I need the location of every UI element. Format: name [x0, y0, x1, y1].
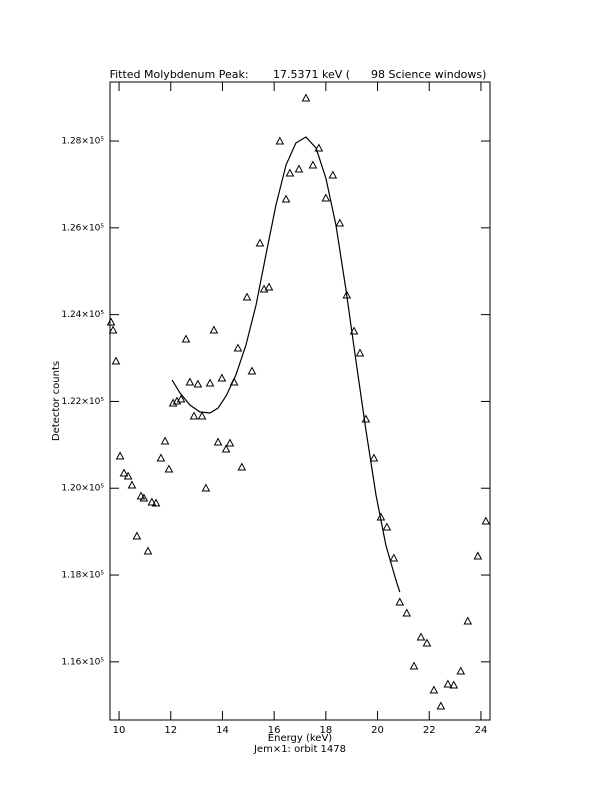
data-point: [335, 218, 345, 227]
data-point: [185, 377, 195, 386]
y-tick-label: 1.18×10⁵: [61, 571, 104, 581]
x-tick-label: 24: [475, 725, 488, 736]
data-point: [285, 168, 295, 177]
data-point: [221, 444, 231, 453]
data-point: [395, 597, 405, 606]
data-point: [106, 317, 116, 326]
data-point: [242, 292, 252, 301]
y-tick-label: 1.20×10⁵: [61, 484, 104, 494]
data-point: [255, 238, 265, 247]
data-point: [156, 453, 166, 462]
data-point: [205, 378, 215, 387]
data-point: [139, 493, 149, 502]
data-point: [301, 93, 311, 102]
data-point: [127, 480, 137, 489]
data-point: [168, 398, 178, 407]
fit-line: [171, 136, 401, 593]
data-point: [281, 194, 291, 203]
data-point: [217, 373, 227, 382]
data-point: [225, 438, 235, 447]
data-point: [233, 343, 243, 352]
x-tick-label: 20: [371, 725, 384, 736]
data-point: [422, 638, 432, 647]
data-point: [123, 471, 133, 480]
chart-title: Fitted Molybdenum Peak: 17.5371 keV ( 98…: [110, 68, 487, 81]
data-point: [247, 366, 257, 375]
data-point: [436, 701, 446, 710]
data-point: [115, 451, 125, 460]
plot-frame: [109, 81, 491, 721]
data-point: [449, 680, 459, 689]
data-point: [237, 462, 247, 471]
y-tick-label: 1.22×10⁵: [61, 397, 104, 407]
x-tick-label: 10: [113, 725, 126, 736]
data-point: [409, 661, 419, 670]
data-point: [264, 282, 274, 291]
data-point: [143, 546, 153, 555]
subtitle: Jem×1: orbit 1478: [253, 744, 346, 755]
data-point: [181, 334, 191, 343]
data-point: [119, 468, 129, 477]
data-point: [193, 379, 203, 388]
data-point: [355, 348, 365, 357]
data-point: [201, 483, 211, 492]
y-tick-label: 1.26×10⁵: [61, 223, 104, 233]
data-point: [160, 436, 170, 445]
data-point: [108, 325, 118, 334]
data-point: [382, 522, 392, 531]
x-axis-label: Energy (keV): [268, 733, 333, 744]
data-point: [294, 164, 304, 173]
data-point: [147, 497, 157, 506]
y-tick-label: 1.16×10⁵: [61, 657, 104, 667]
data-point: [314, 143, 324, 152]
data-point: [456, 666, 466, 675]
data-point: [209, 325, 219, 334]
data-point: [429, 685, 439, 694]
data-point: [402, 608, 412, 617]
data-point: [473, 551, 483, 560]
data-point: [369, 453, 379, 462]
x-tick-label: 22: [423, 725, 436, 736]
data-point: [151, 498, 161, 507]
data-point: [111, 356, 121, 365]
y-axis-label: Detector counts: [51, 361, 62, 441]
data-point: [213, 437, 223, 446]
data-point: [189, 411, 199, 420]
data-point: [275, 136, 285, 145]
x-tick-label: 16: [268, 725, 281, 736]
x-tick-label: 18: [319, 725, 332, 736]
data-point: [481, 516, 491, 525]
data-point: [443, 679, 453, 688]
y-tick-label: 1.28×10⁵: [61, 137, 104, 147]
data-point: [197, 411, 207, 420]
data-point: [389, 553, 399, 562]
data-point: [132, 531, 142, 540]
data-point: [164, 464, 174, 473]
data-point: [328, 170, 338, 179]
x-tick-label: 12: [164, 725, 177, 736]
data-point: [416, 632, 426, 641]
data-point: [321, 193, 331, 202]
data-point: [463, 616, 473, 625]
data-point: [176, 394, 186, 403]
x-tick-label: 14: [216, 725, 229, 736]
y-tick-label: 1.24×10⁵: [61, 310, 104, 320]
data-point: [308, 160, 318, 169]
